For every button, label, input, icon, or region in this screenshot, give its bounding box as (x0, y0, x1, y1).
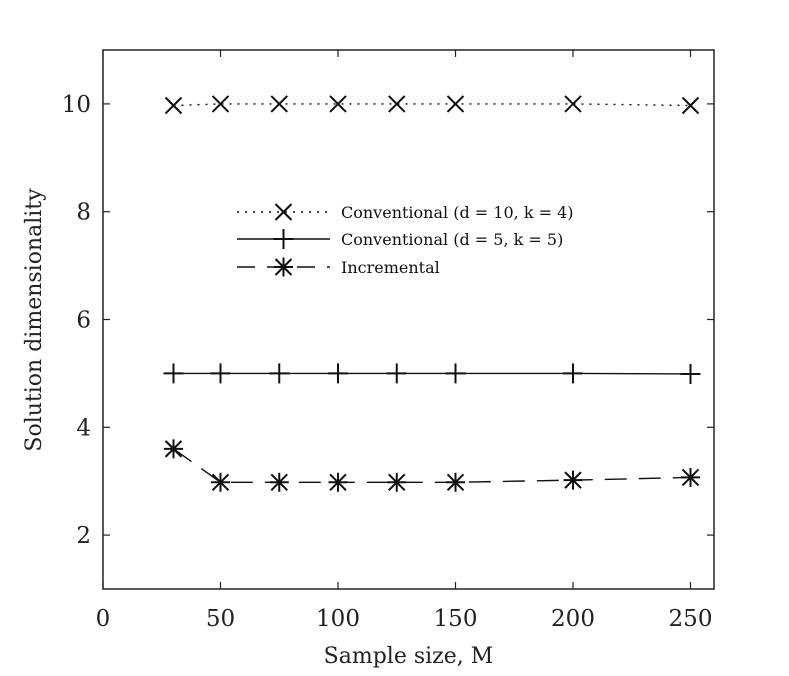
y-axis-title: Solution dimensionality (22, 188, 47, 452)
data-point (386, 363, 407, 384)
axis-ticks: 0 50 100 150 200 250 2 4 6 8 10 (62, 50, 714, 632)
data-point (210, 363, 231, 384)
data-point (387, 472, 407, 492)
legend-marker (274, 257, 293, 277)
legend-label: Conventional (d = 10, k = 4) (341, 203, 574, 222)
data-point (329, 95, 347, 113)
data-point (211, 472, 230, 492)
legend-marker (274, 203, 293, 221)
data-point (164, 439, 183, 459)
data-point (446, 472, 465, 492)
data-point (211, 95, 230, 113)
series-line (173, 372, 691, 375)
data-point (681, 467, 700, 487)
series-line (173, 103, 691, 107)
data-point (328, 472, 348, 492)
legend: Conventional (d = 10, k = 4) Conventional… (237, 203, 574, 277)
data-point (269, 472, 289, 492)
series-0 (164, 95, 700, 115)
data-point (388, 95, 406, 113)
data-point (163, 363, 184, 384)
y-tick-label: 2 (76, 523, 91, 549)
x-tick-label: 200 (551, 606, 595, 632)
x-axis-title: Sample size, M (324, 644, 494, 669)
data-point (269, 363, 290, 384)
data-point (446, 95, 465, 113)
series-line (173, 448, 691, 483)
data-point (445, 363, 466, 384)
series-layer (163, 95, 701, 492)
x-tick-label: 0 (96, 606, 111, 632)
legend-entry: Incremental (237, 257, 440, 277)
y-tick-label: 10 (62, 92, 91, 118)
legend-marker (273, 229, 294, 249)
data-point (681, 96, 700, 115)
legend-label: Conventional (d = 5, k = 5) (341, 230, 563, 249)
data-point (563, 363, 583, 384)
plot-area (102, 49, 715, 590)
series-1 (163, 363, 701, 384)
x-tick-label: 250 (669, 606, 713, 632)
x-tick-label: 150 (434, 606, 478, 632)
legend-label: Incremental (341, 258, 440, 277)
data-point (680, 363, 701, 384)
x-tick-label: 50 (206, 606, 235, 632)
data-point (164, 96, 183, 115)
y-tick-label: 8 (76, 200, 91, 226)
x-tick-label: 100 (316, 606, 360, 632)
data-point (270, 95, 288, 113)
data-point (328, 363, 348, 384)
y-tick-label: 4 (76, 415, 91, 441)
legend-entry: Conventional (d = 5, k = 5) (237, 229, 563, 249)
y-tick-label: 6 (76, 308, 91, 334)
legend-entry: Conventional (d = 10, k = 4) (237, 203, 574, 222)
data-point (563, 470, 583, 490)
data-point (564, 95, 582, 113)
series-2 (164, 439, 700, 492)
